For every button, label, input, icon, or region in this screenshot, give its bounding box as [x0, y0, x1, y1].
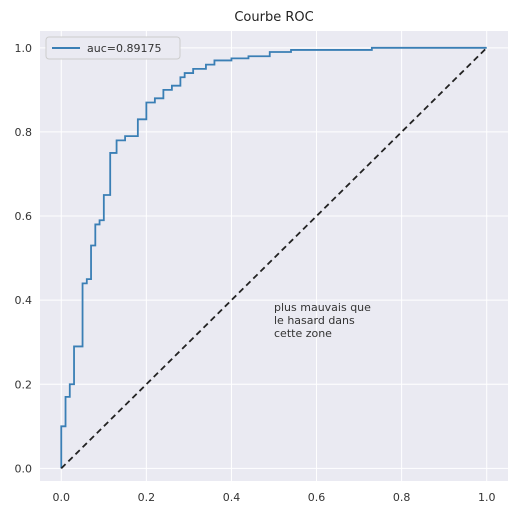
- x-tick-label: 0.4: [223, 491, 241, 504]
- legend: auc=0.89175: [45, 36, 181, 60]
- y-tick-label: 0.8: [15, 126, 33, 139]
- plot-background: [40, 31, 508, 481]
- legend-label-roc: auc=0.89175: [87, 42, 161, 55]
- annotation-line-1: plus mauvais que: [274, 301, 371, 314]
- x-tick-label: 0.0: [53, 491, 71, 504]
- y-tick-label: 0.6: [15, 210, 33, 223]
- annotation: plus mauvais que le hasard dans cette zo…: [274, 301, 371, 340]
- x-tick-label: 0.6: [308, 491, 326, 504]
- roc-curve-line: [60, 46, 487, 469]
- legend-box: [45, 36, 181, 60]
- series-group: [60, 46, 488, 470]
- chart-title: Courbe ROC: [234, 10, 313, 25]
- y-tick-label: 0.4: [15, 294, 33, 307]
- x-tick-label: 0.2: [138, 491, 156, 504]
- annotation-line-2: le hasard dans: [274, 314, 355, 327]
- x-tick-label: 0.8: [393, 491, 411, 504]
- annotation-line-3: cette zone: [274, 327, 332, 340]
- y-tick-label: 1.0: [15, 42, 33, 55]
- y-tick-label: 0.2: [15, 378, 33, 391]
- y-tick-label: 0.0: [15, 462, 33, 475]
- x-tick-label: 1.0: [478, 491, 496, 504]
- axis-ticks: 0.0 0.2 0.4 0.6 0.8 1.0 0.0 0.2 0.4 0.6 0.8 1.0: [15, 42, 496, 504]
